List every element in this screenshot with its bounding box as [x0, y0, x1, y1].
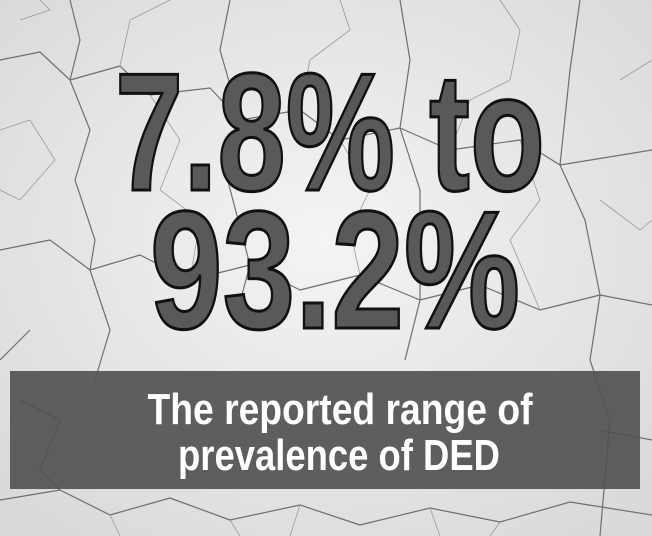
page: {"headline": {"lines": ["7.8% to", "93.2…: [0, 0, 652, 536]
headline-line: 93.2%: [150, 176, 520, 364]
caption-line: The reported range of: [148, 385, 533, 434]
caption-line: prevalence of DED: [178, 431, 500, 480]
infographic: 7.8% to 93.2% The reported range of prev…: [0, 0, 652, 536]
